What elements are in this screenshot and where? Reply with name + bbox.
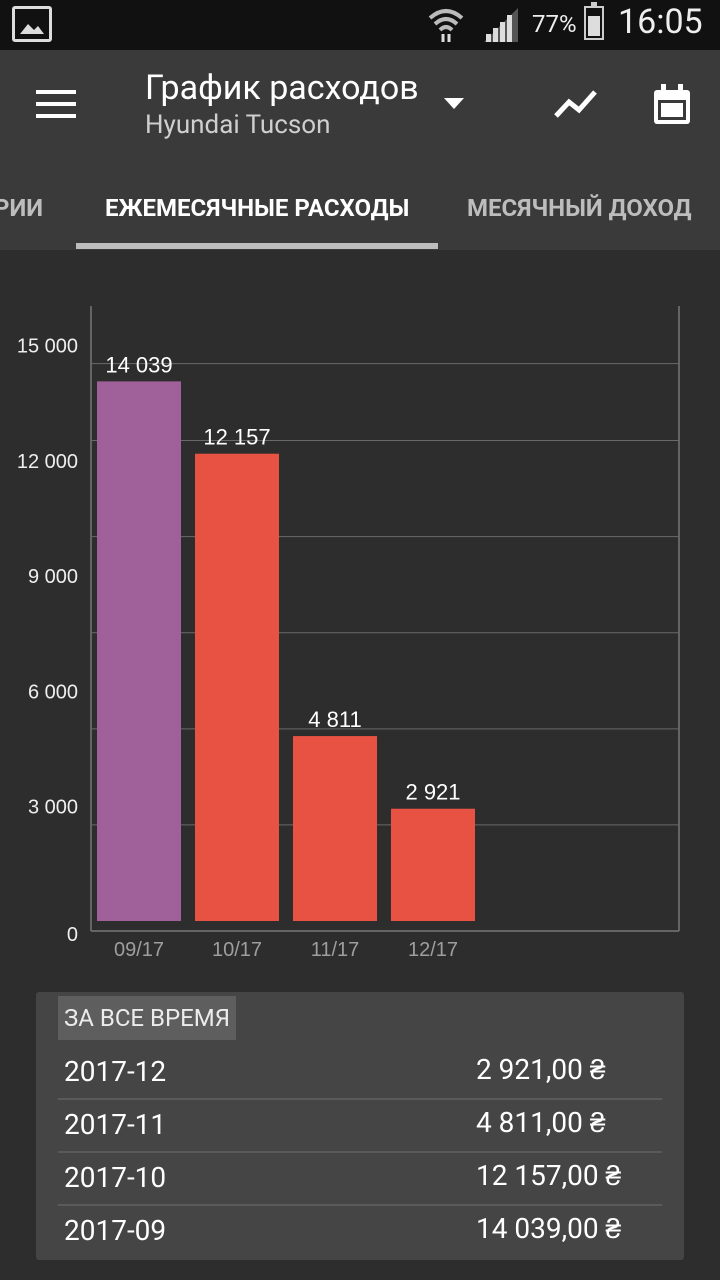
y-tick-label: 0	[67, 924, 78, 946]
bar	[293, 736, 377, 921]
tab-monthly-expenses[interactable]: ЕЖЕМЕСЯЧНЫЕ РАСХОДЫ	[105, 194, 410, 222]
battery-percentage: 77%	[532, 10, 577, 38]
data-label: 12 157	[203, 425, 270, 450]
row-amount: 4 811,00 ₴	[476, 1106, 606, 1139]
tab-bar: РИИ ЕЖЕМЕСЯЧНЫЕ РАСХОДЫ МЕСЯЧНЫЙ ДОХОД	[0, 168, 720, 250]
y-tick-label: 12 000	[17, 451, 78, 473]
row-period: 2017-09	[64, 1214, 167, 1247]
row-period: 2017-12	[64, 1055, 167, 1088]
x-tick-label: 09/17	[114, 939, 164, 961]
menu-icon[interactable]	[36, 90, 76, 120]
status-bar: 77% 16:05	[0, 0, 720, 50]
x-tick-label: 12/17	[408, 939, 458, 961]
x-tick-label: 10/17	[212, 939, 262, 961]
cell-signal-icon	[484, 8, 518, 42]
y-tick-label: 9 000	[28, 566, 78, 588]
data-label: 2 921	[405, 780, 460, 805]
clock: 16:05	[618, 2, 703, 42]
summary-header: ЗА ВСЕ ВРЕМЯ	[58, 996, 236, 1040]
x-tick-label: 11/17	[311, 939, 360, 961]
bar	[97, 381, 181, 921]
summary-row[interactable]: 2017-09 14 039,00 ₴	[58, 1204, 662, 1257]
summary-card: ЗА ВСЕ ВРЕМЯ 2017-12 2 921,00 ₴ 2017-11 …	[36, 992, 684, 1260]
wifi-icon	[428, 9, 464, 42]
row-period: 2017-10	[64, 1161, 167, 1194]
summary-row[interactable]: 2017-10 12 157,00 ₴	[58, 1151, 662, 1206]
data-label: 14 039	[105, 352, 172, 377]
summary-row[interactable]: 2017-12 2 921,00 ₴	[58, 1045, 662, 1100]
y-tick-label: 6 000	[28, 681, 78, 703]
row-amount: 2 921,00 ₴	[476, 1053, 606, 1086]
monthly-expenses-chart: 0 3 000 6 000 9 000 12 000 15 000 14 039 09/17 1…	[17, 306, 680, 961]
battery-icon	[584, 2, 604, 40]
summary-row[interactable]: 2017-11 4 811,00 ₴	[58, 1098, 662, 1153]
tab-categories[interactable]: РИИ	[0, 194, 44, 222]
tab-indicator	[76, 243, 438, 249]
dropdown-arrow-icon[interactable]	[444, 98, 464, 109]
bar	[391, 808, 475, 921]
vehicle-name[interactable]: Hyundai Tucson	[145, 110, 331, 140]
trend-chart-icon[interactable]	[553, 86, 599, 122]
row-amount: 12 157,00 ₴	[476, 1159, 622, 1192]
bar	[195, 453, 279, 921]
screen-title[interactable]: График расходов	[145, 68, 419, 108]
row-amount: 14 039,00 ₴	[476, 1212, 622, 1245]
app-bar: График расходов Hyundai Tucson	[0, 50, 720, 168]
tab-monthly-income[interactable]: МЕСЯЧНЫЙ ДОХОД	[467, 194, 692, 222]
data-label: 4 811	[308, 707, 361, 732]
gallery-notification-icon	[12, 6, 52, 42]
calendar-icon[interactable]	[652, 84, 692, 126]
row-period: 2017-11	[64, 1108, 167, 1141]
y-tick-label: 15 000	[17, 335, 78, 357]
y-tick-label: 3 000	[28, 797, 78, 819]
